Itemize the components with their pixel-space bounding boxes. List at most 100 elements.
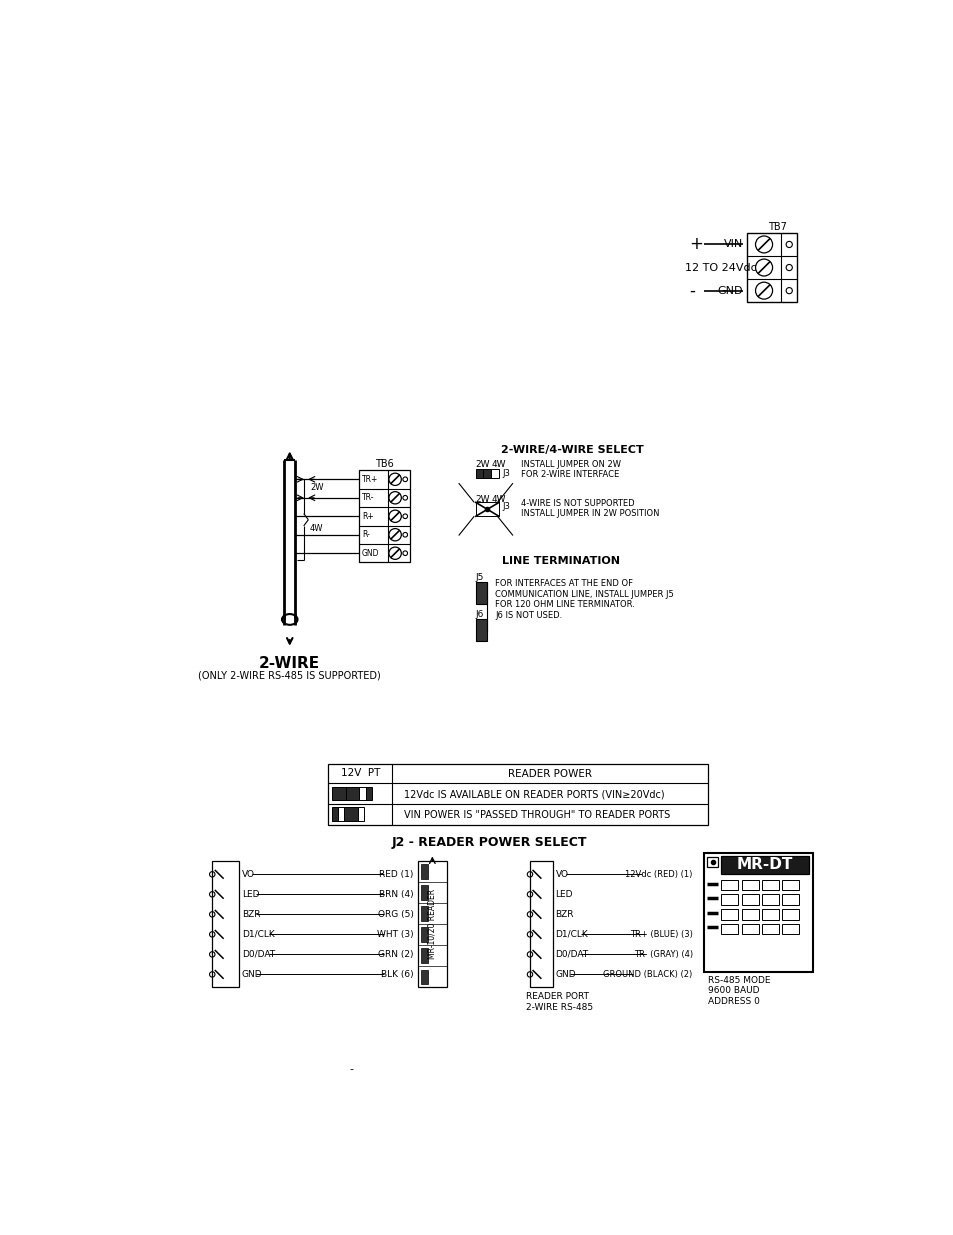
Text: D1/CLK: D1/CLK	[241, 930, 274, 939]
Text: +: +	[688, 236, 702, 253]
Text: GROUND (BLACK) (2): GROUND (BLACK) (2)	[603, 969, 692, 979]
Text: READER PORT
2-WIRE RS-485: READER PORT 2-WIRE RS-485	[525, 992, 593, 1011]
Text: J5: J5	[476, 573, 483, 582]
Text: VIN POWER IS "PASSED THROUGH" TO READER PORTS: VIN POWER IS "PASSED THROUGH" TO READER …	[403, 810, 669, 820]
Bar	[491, 469, 498, 478]
Circle shape	[755, 282, 772, 299]
Text: WHT (3): WHT (3)	[376, 930, 414, 939]
Bar	[332, 787, 345, 800]
Bar	[420, 948, 428, 963]
Text: INSTALL JUMPER ON 2W
FOR 2-WIRE INTERFACE: INSTALL JUMPER ON 2W FOR 2-WIRE INTERFAC…	[520, 461, 620, 479]
Text: J6: J6	[476, 610, 483, 619]
Text: RS-485 MODE
9600 BAUD
ADDRESS 0: RS-485 MODE 9600 BAUD ADDRESS 0	[707, 976, 770, 1005]
Bar	[476, 620, 486, 641]
Bar	[707, 857, 718, 867]
Bar	[328, 764, 707, 825]
Bar	[760, 879, 778, 890]
Text: READER POWER: READER POWER	[508, 769, 592, 779]
Text: J3: J3	[501, 503, 510, 511]
Text: R+: R+	[361, 511, 374, 521]
Text: LED: LED	[241, 890, 259, 899]
Circle shape	[389, 547, 401, 559]
Bar	[760, 894, 778, 905]
Text: VO: VO	[555, 869, 568, 879]
Bar	[740, 909, 758, 920]
Text: (ONLY 2-WIRE RS-485 IS SUPPORTED): (ONLY 2-WIRE RS-485 IS SUPPORTED)	[198, 671, 381, 680]
Text: 2W: 2W	[476, 495, 490, 504]
Circle shape	[389, 492, 401, 504]
Text: -: -	[688, 282, 694, 300]
Bar	[760, 924, 778, 935]
Circle shape	[755, 236, 772, 253]
Bar	[476, 503, 498, 516]
Bar	[359, 471, 410, 562]
Text: VIN: VIN	[723, 240, 742, 249]
Text: 4W: 4W	[491, 461, 505, 469]
Text: 12Vdc (RED) (1): 12Vdc (RED) (1)	[625, 869, 692, 879]
Text: BRN (4): BRN (4)	[378, 890, 414, 899]
Circle shape	[389, 529, 401, 541]
Text: TR- (GRAY) (4): TR- (GRAY) (4)	[633, 950, 692, 958]
Bar	[420, 885, 428, 900]
Text: GND: GND	[241, 969, 262, 979]
Text: FOR INTERFACES AT THE END OF
COMMUNICATION LINE, INSTALL JUMPER J5
FOR 120 OHM L: FOR INTERFACES AT THE END OF COMMUNICATI…	[495, 579, 673, 620]
Text: TR+ (BLUE) (3): TR+ (BLUE) (3)	[629, 930, 692, 939]
Text: GND: GND	[361, 548, 379, 558]
Text: LED: LED	[555, 890, 573, 899]
Text: 2W: 2W	[476, 461, 490, 469]
Bar	[420, 906, 428, 921]
Bar	[720, 879, 738, 890]
Bar	[332, 808, 337, 821]
Bar	[417, 861, 447, 988]
Text: 4W: 4W	[491, 495, 505, 504]
Bar	[420, 969, 428, 984]
Bar	[420, 927, 428, 942]
Bar	[740, 879, 758, 890]
Bar	[212, 861, 239, 988]
Bar	[476, 583, 486, 604]
Text: J3: J3	[501, 469, 510, 478]
Text: BLK (6): BLK (6)	[381, 969, 414, 979]
Text: -: -	[350, 1065, 354, 1074]
Bar	[359, 787, 365, 800]
Bar	[357, 808, 364, 821]
Text: TB6: TB6	[375, 459, 394, 469]
Text: R-: R-	[361, 530, 370, 540]
Bar	[483, 469, 491, 478]
Bar	[420, 864, 428, 879]
Text: GND: GND	[555, 969, 576, 979]
Bar	[476, 469, 483, 478]
Text: MR-DT: MR-DT	[737, 857, 793, 872]
Bar	[720, 909, 738, 920]
Text: 2-WIRE: 2-WIRE	[259, 656, 320, 672]
Bar	[781, 924, 798, 935]
Bar	[365, 787, 372, 800]
Text: 12Vdc IS AVAILABLE ON READER PORTS (VIN≥20Vdc): 12Vdc IS AVAILABLE ON READER PORTS (VIN≥…	[403, 789, 663, 799]
Bar	[740, 894, 758, 905]
Bar	[740, 924, 758, 935]
Text: VO: VO	[241, 869, 254, 879]
Text: J2 - READER POWER SELECT: J2 - READER POWER SELECT	[391, 836, 586, 848]
Text: LINE TERMINATION: LINE TERMINATION	[501, 556, 619, 567]
Text: 2-WIRE/4-WIRE SELECT: 2-WIRE/4-WIRE SELECT	[500, 445, 643, 454]
Text: D0/DAT: D0/DAT	[241, 950, 274, 958]
Bar	[344, 808, 357, 821]
Text: RED (1): RED (1)	[379, 869, 414, 879]
Bar	[720, 894, 738, 905]
Bar	[781, 879, 798, 890]
Text: BZR: BZR	[241, 910, 260, 919]
Bar	[781, 909, 798, 920]
Text: TR-: TR-	[361, 493, 374, 503]
Text: 12 TO 24Vdc: 12 TO 24Vdc	[684, 263, 756, 273]
Text: MR-10/20 READER: MR-10/20 READER	[427, 889, 436, 960]
Bar	[760, 909, 778, 920]
Text: 4W: 4W	[310, 524, 323, 532]
Text: TR+: TR+	[361, 474, 377, 484]
Circle shape	[755, 259, 772, 275]
Bar	[530, 861, 553, 988]
Text: GRN (2): GRN (2)	[377, 950, 414, 958]
Bar	[746, 233, 797, 303]
Circle shape	[389, 510, 401, 522]
Bar	[337, 808, 344, 821]
Text: 4-WIRE IS NOT SUPPORTED
INSTALL JUMPER IN 2W POSITION: 4-WIRE IS NOT SUPPORTED INSTALL JUMPER I…	[520, 499, 659, 517]
